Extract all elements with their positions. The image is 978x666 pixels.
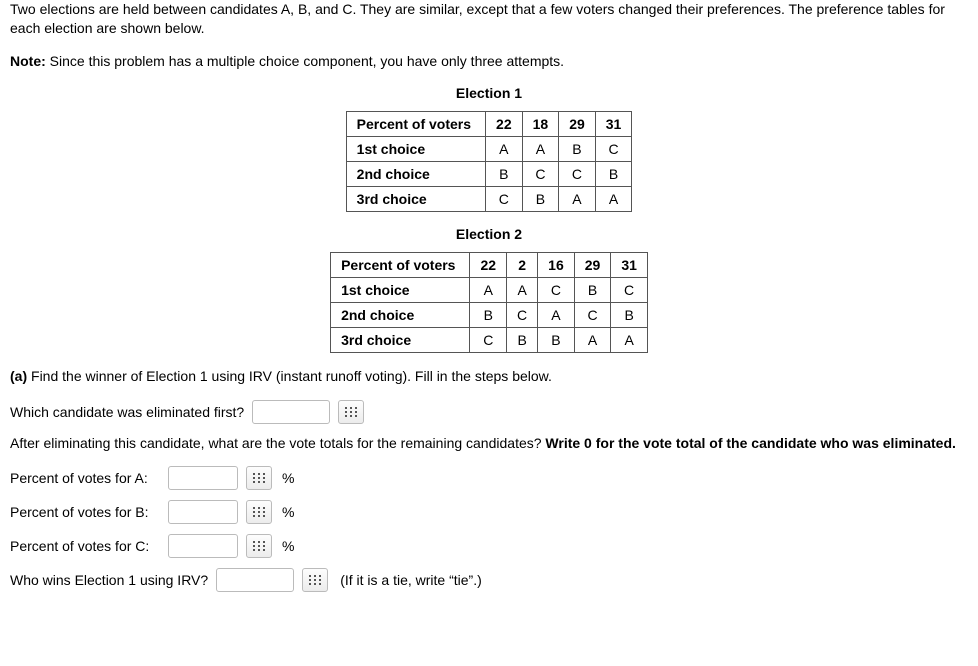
votes-b-input[interactable] xyxy=(168,500,238,524)
cell: B xyxy=(538,327,575,352)
cell: 29 xyxy=(574,252,611,277)
part-a-text: Find the winner of Election 1 using IRV … xyxy=(27,368,552,384)
keypad-button[interactable] xyxy=(302,568,328,592)
keypad-icon xyxy=(253,507,265,517)
table-row: 1st choice A A C B C xyxy=(331,277,648,302)
cell: B xyxy=(595,161,632,186)
table-row: Percent of voters 22 2 16 29 31 xyxy=(331,252,648,277)
intro-text: Two elections are held between candidate… xyxy=(10,0,968,38)
votes-a-row: Percent of votes for A: % xyxy=(10,466,968,490)
after-elim-text: After eliminating this candidate, what a… xyxy=(10,435,545,451)
note-text: Since this problem has a multiple choice… xyxy=(46,53,564,69)
keypad-button[interactable] xyxy=(246,500,272,524)
election2-table: Percent of voters 22 2 16 29 31 1st choi… xyxy=(330,252,648,353)
election1-title: Election 1 xyxy=(10,85,968,101)
winner-label: Who wins Election 1 using IRV? xyxy=(10,572,208,588)
row-label: Percent of voters xyxy=(331,252,470,277)
after-elim-prompt: After eliminating this candidate, what a… xyxy=(10,434,968,453)
percent-label: % xyxy=(282,538,294,554)
votes-c-input[interactable] xyxy=(168,534,238,558)
row-label: 3rd choice xyxy=(346,186,485,211)
keypad-button[interactable] xyxy=(246,466,272,490)
percent-label: % xyxy=(282,504,294,520)
cell: B xyxy=(522,186,559,211)
election1-table: Percent of voters 22 18 29 31 1st choice… xyxy=(346,111,633,212)
keypad-icon xyxy=(345,407,357,417)
cell: B xyxy=(559,136,596,161)
cell: C xyxy=(507,302,538,327)
cell: A xyxy=(538,302,575,327)
votes-c-row: Percent of votes for C: % xyxy=(10,534,968,558)
cell: 22 xyxy=(486,111,523,136)
votes-b-row: Percent of votes for B: % xyxy=(10,500,968,524)
cell: 31 xyxy=(595,111,632,136)
cell: A xyxy=(595,186,632,211)
table-row: Percent of voters 22 18 29 31 xyxy=(346,111,632,136)
cell: C xyxy=(559,161,596,186)
keypad-button[interactable] xyxy=(246,534,272,558)
winner-input[interactable] xyxy=(216,568,294,592)
cell: 2 xyxy=(507,252,538,277)
cell: A xyxy=(507,277,538,302)
row-label: 1st choice xyxy=(346,136,485,161)
keypad-icon xyxy=(253,541,265,551)
keypad-button[interactable] xyxy=(338,400,364,424)
votes-a-input[interactable] xyxy=(168,466,238,490)
table-row: 2nd choice B C A C B xyxy=(331,302,648,327)
cell: C xyxy=(611,277,648,302)
cell: A xyxy=(559,186,596,211)
cell: A xyxy=(522,136,559,161)
cell: A xyxy=(574,327,611,352)
table-row: 1st choice A A B C xyxy=(346,136,632,161)
cell: B xyxy=(507,327,538,352)
cell: A xyxy=(486,136,523,161)
note-label: Note: xyxy=(10,53,46,69)
part-a-label: (a) xyxy=(10,368,27,384)
cell: C xyxy=(522,161,559,186)
cell: 22 xyxy=(470,252,507,277)
eliminated-first-label: Which candidate was eliminated first? xyxy=(10,404,244,420)
cell: 29 xyxy=(559,111,596,136)
tie-hint: (If it is a tie, write “tie”.) xyxy=(340,572,482,588)
table-row: 2nd choice B C C B xyxy=(346,161,632,186)
votes-c-label: Percent of votes for C: xyxy=(10,538,160,554)
table-row: 3rd choice C B B A A xyxy=(331,327,648,352)
cell: B xyxy=(574,277,611,302)
winner-row: Who wins Election 1 using IRV? (If it is… xyxy=(10,568,968,592)
cell: C xyxy=(538,277,575,302)
note-line: Note: Since this problem has a multiple … xyxy=(10,52,968,71)
cell: C xyxy=(486,186,523,211)
row-label: 2nd choice xyxy=(331,302,470,327)
votes-a-label: Percent of votes for A: xyxy=(10,470,160,486)
eliminated-first-input[interactable] xyxy=(252,400,330,424)
cell: 16 xyxy=(538,252,575,277)
cell: C xyxy=(595,136,632,161)
keypad-icon xyxy=(253,473,265,483)
cell: C xyxy=(574,302,611,327)
cell: C xyxy=(470,327,507,352)
cell: A xyxy=(611,327,648,352)
row-label: 2nd choice xyxy=(346,161,485,186)
row-label: Percent of voters xyxy=(346,111,485,136)
table-row: 3rd choice C B A A xyxy=(346,186,632,211)
row-label: 1st choice xyxy=(331,277,470,302)
cell: B xyxy=(611,302,648,327)
keypad-icon xyxy=(309,575,321,585)
part-a-prompt: (a) Find the winner of Election 1 using … xyxy=(10,367,968,386)
cell: B xyxy=(470,302,507,327)
cell: 18 xyxy=(522,111,559,136)
cell: 31 xyxy=(611,252,648,277)
eliminated-first-row: Which candidate was eliminated first? xyxy=(10,400,968,424)
cell: A xyxy=(470,277,507,302)
row-label: 3rd choice xyxy=(331,327,470,352)
votes-b-label: Percent of votes for B: xyxy=(10,504,160,520)
percent-label: % xyxy=(282,470,294,486)
cell: B xyxy=(486,161,523,186)
election2-title: Election 2 xyxy=(10,226,968,242)
after-elim-bold: Write 0 for the vote total of the candid… xyxy=(545,435,955,451)
